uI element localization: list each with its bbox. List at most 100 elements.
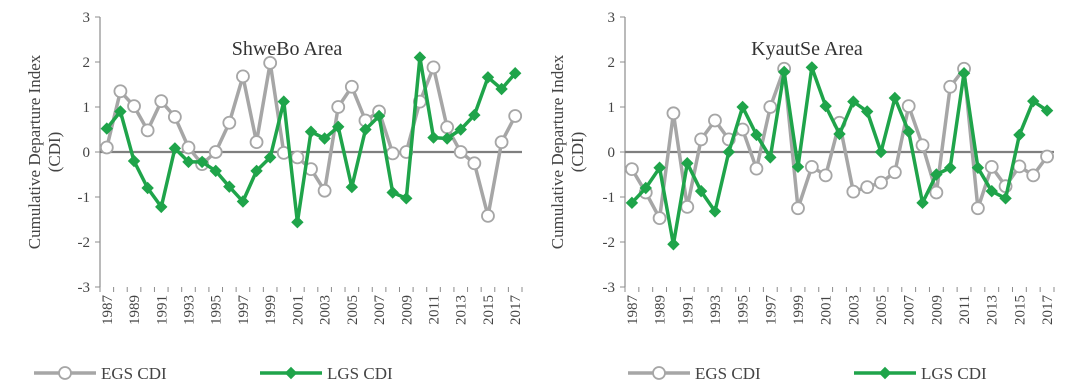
data-point [263,151,277,164]
data-point [860,105,874,118]
y-tick-label: -3 [603,280,616,296]
data-point [1040,149,1054,164]
data-point [888,91,902,105]
y-tick-label: 3 [608,10,616,26]
y-tick-label: -2 [78,235,91,251]
data-point [290,150,305,165]
data-point [804,159,819,174]
data-point [332,120,345,134]
data-point [680,199,695,214]
data-point [100,122,114,135]
legend-marker [652,366,666,380]
data-point [763,100,778,114]
data-point [901,99,916,113]
x-tick-label: 1993 [181,295,197,325]
y-tick-label: -1 [603,190,616,206]
legend-label: EGS CDI [695,364,761,383]
data-point [385,146,400,161]
data-point [1026,168,1041,183]
data-point [113,84,128,99]
data-point [722,145,735,159]
chart-panel-1: 3 2 1 0 -1 -2 -3 1987 1989 1991 1993 1995 1997 1999 20… [25,10,524,383]
legend-marker [878,366,892,380]
data-point [970,201,985,216]
data-point [777,65,791,79]
y-tick-label: 1 [608,100,616,116]
data-point [860,180,875,195]
data-point [155,200,168,214]
x-tick-label: 1999 [263,295,279,325]
data-point [833,127,846,141]
data-point [874,175,888,190]
data-point [318,132,331,145]
data-point [467,156,482,171]
data-point [331,100,346,114]
data-point [141,181,154,195]
data-point [127,154,141,168]
x-tick-label: 2009 [399,295,415,325]
data-point [140,123,155,138]
y-tick-label: 2 [608,55,616,71]
data-point [440,120,455,135]
series-line [630,67,1049,220]
data-point [902,125,915,138]
data-point [167,110,182,124]
y-tick-label: -2 [603,235,616,251]
y-axis-title-line: Cumulative Departure Index [25,54,44,249]
x-tick-label: 2009 [929,295,945,325]
data-point [736,100,749,114]
data-point [426,60,441,75]
chart-panel-2: 3 2 1 0 -1 -2 -3 1987 1989 1991 1993 1995 1997 1999 20… [548,10,1056,383]
data-point [249,135,264,150]
data-point [791,201,805,216]
data-point [494,135,509,150]
y-axis-title-line: (CDI) [568,132,587,173]
y-tick-label: -3 [78,280,91,296]
data-point [915,138,930,153]
data-point [985,184,998,198]
chart-title: KyautSe Area [751,38,863,60]
legend-marker [284,366,298,380]
data-point [846,184,861,199]
data-point [653,161,666,174]
data-point [222,115,237,130]
y-tick-label: 2 [83,55,91,71]
y-axis-title: Cumulative Departure Index(CDI) [25,54,64,249]
x-tick-label: 1997 [763,295,779,326]
x-tick-label: 2017 [508,295,524,326]
data-point [400,192,413,205]
y-axis-title: Cumulative Departure Index(CDI) [548,54,587,249]
data-point [291,215,304,229]
x-tick-label: 1999 [791,295,807,325]
data-point [929,185,944,200]
data-point [181,140,196,155]
data-point [481,208,495,223]
data-point [847,95,860,108]
x-tick-label: 1989 [127,295,143,325]
data-point [999,192,1012,205]
data-point [453,145,468,159]
x-tick-label: 1993 [708,295,724,325]
data-point [386,186,399,199]
data-point [154,94,169,109]
data-point [427,131,440,144]
data-point [413,51,427,64]
data-point [791,160,805,174]
x-tick-label: 2005 [345,295,361,325]
data-point [195,155,209,169]
data-point [317,183,332,198]
chart-title: ShweBo Area [232,38,343,60]
x-tick-label: 2013 [454,295,470,325]
data-point [625,196,639,210]
y-axis-title-line: Cumulative Departure Index [548,54,567,249]
data-point [984,159,999,174]
x-tick-label: 2015 [1012,295,1028,325]
data-point [454,123,467,136]
data-point [708,113,722,128]
x-tick-label: 2011 [957,295,973,324]
data-point [481,71,495,84]
x-tick-label: 1987 [625,295,641,326]
x-tick-label: 2007 [372,295,388,326]
data-point [694,184,708,198]
data-point [694,132,709,147]
